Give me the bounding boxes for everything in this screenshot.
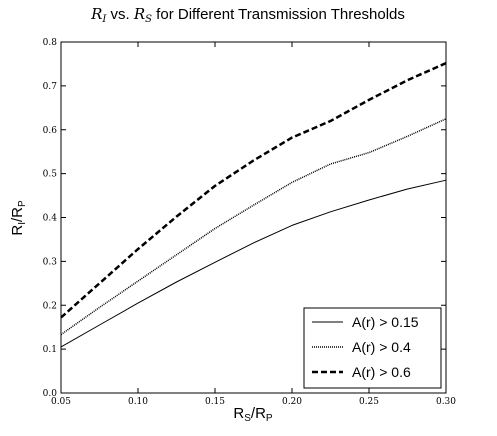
series-line-1 [60,118,447,336]
x-tick-label-1: 0.10 [128,397,148,407]
title-sub-y: I [101,14,107,25]
title-sub-x: S [145,14,152,25]
title-rest: for Different Transmission Thresholds [152,6,405,23]
x-tick-label-3: 0.20 [282,397,302,407]
tick-labels: 0.05 0.10 0.15 0.20 0.25 0.30 0.0 0.1 0.2 0.3 0.4 0… [43,38,457,407]
title-symbol-x: R [133,5,145,23]
y-tick-label-6: 0.6 [43,126,58,136]
xlabel-sub1: S [244,413,251,424]
ylabel-main: R [9,225,26,236]
series-line-0 [60,179,447,348]
ylabel-sub1: I [17,222,28,225]
y-tick-label-1: 0.1 [43,345,57,355]
x-tick-label-5: 0.30 [436,397,456,407]
xlabel-sub2: P [266,413,273,424]
x-tick-label-2: 0.15 [205,397,225,407]
legend-box [303,307,442,389]
xlabel-mid: /R [251,405,266,422]
y-tick-label-0: 0.0 [43,389,58,399]
y-tick-label-8: 0.8 [43,38,58,48]
series-line-2 [60,61,447,319]
y-tick-label-7: 0.7 [43,82,58,92]
x-tick-label-0: 0.05 [51,397,71,407]
ylabel-mid: /R [9,207,26,222]
chart-title: RI vs. RS for Different Transmission Thr… [90,5,405,25]
y-tick-label-5: 0.5 [43,170,58,180]
axis-ticks [60,41,447,394]
ylabel-sub2: P [17,200,28,207]
legend-label-2: A(r) > 0.6 [352,364,411,380]
y-tick-label-3: 0.3 [43,257,58,267]
y-tick-label-4: 0.4 [43,214,58,224]
y-axis-label: RI/RP [9,200,28,236]
y-tick-label-2: 0.2 [43,301,57,311]
xlabel-main: R [233,405,244,422]
legend-label-1: A(r) > 0.4 [352,339,411,355]
x-axis-label: RS/RP [233,405,273,424]
x-tick-label-4: 0.25 [359,397,379,407]
legend-label-0: A(r) > 0.15 [352,314,419,330]
title-symbol-y: R [90,5,102,23]
series-lines [60,61,447,348]
title-middle: vs. [106,6,134,23]
legend: A(r) > 0.15 A(r) > 0.4 A(r) > 0.6 [303,307,442,389]
